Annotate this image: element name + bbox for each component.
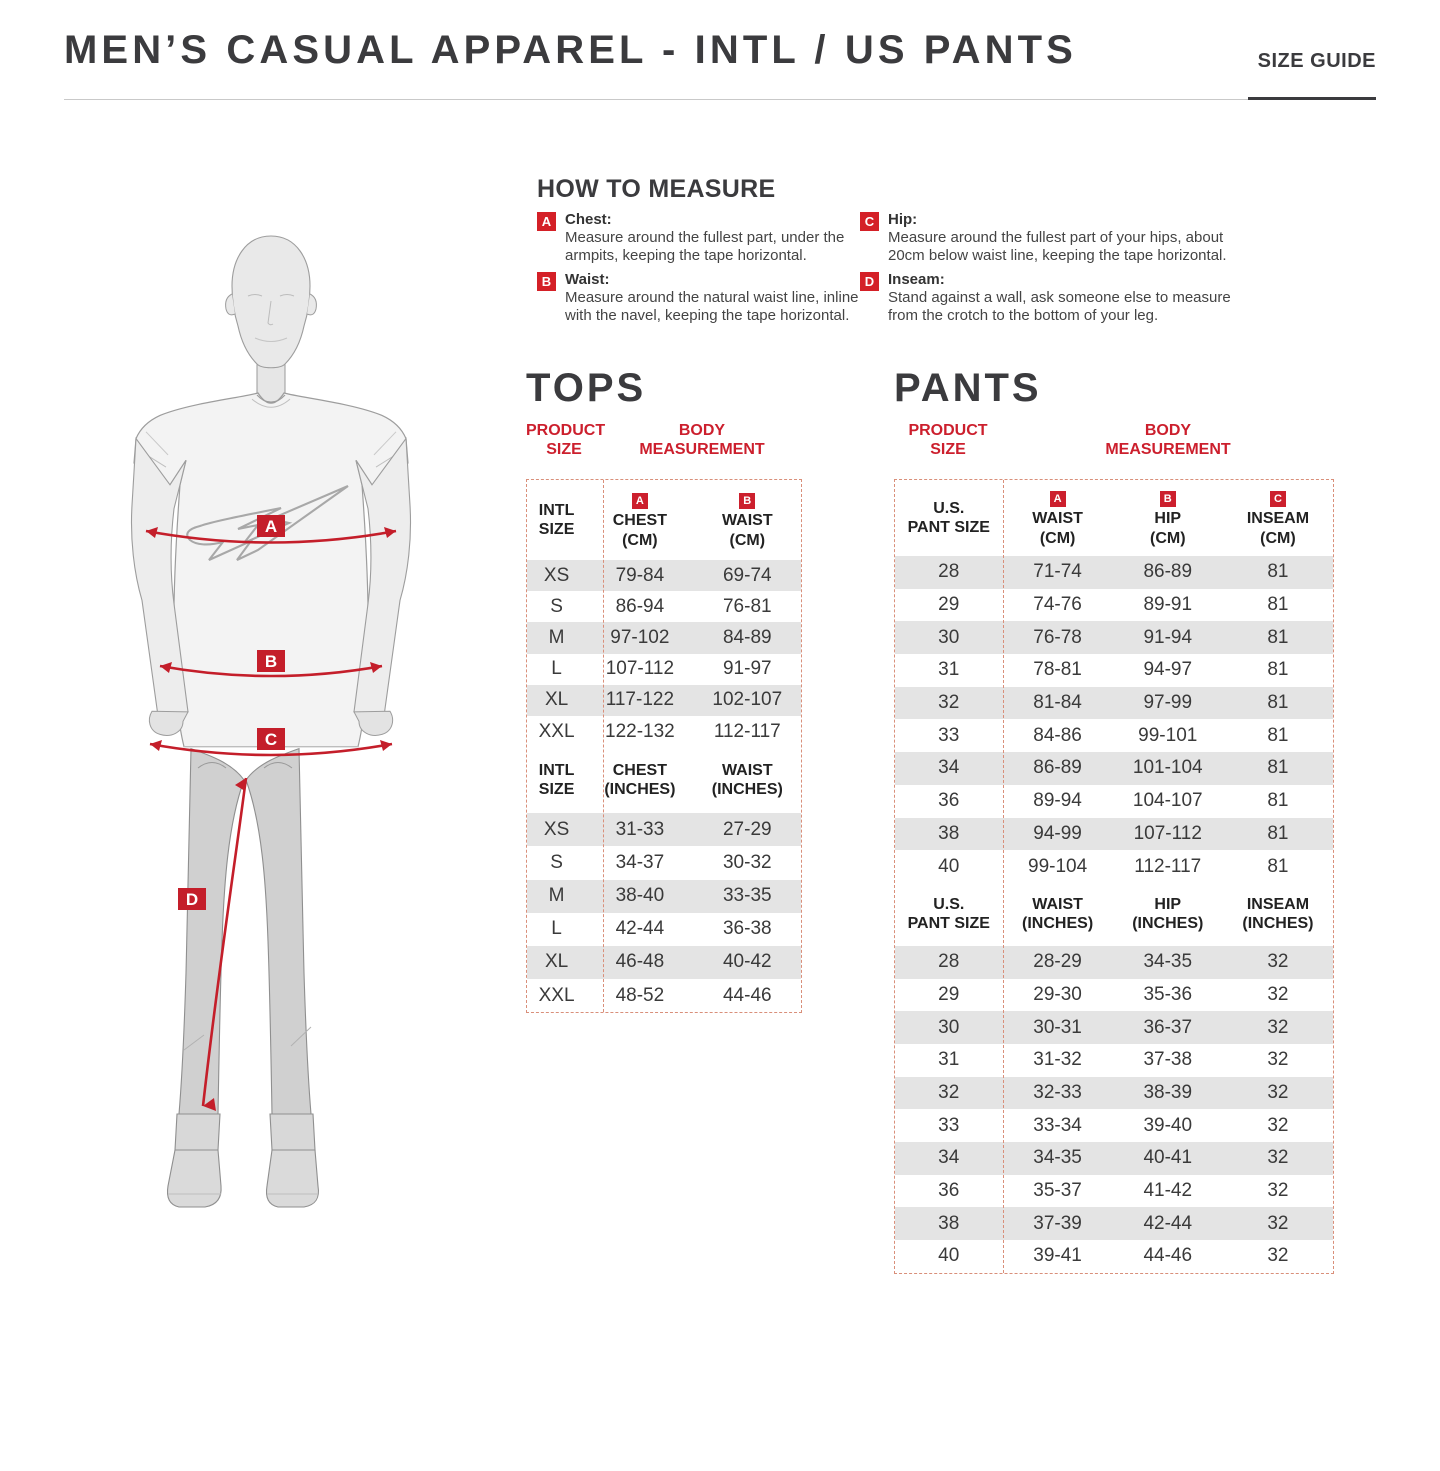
svg-text:B: B [265,652,277,671]
svg-text:C: C [265,730,277,749]
svg-text:A: A [265,517,277,536]
svg-text:D: D [186,890,198,909]
